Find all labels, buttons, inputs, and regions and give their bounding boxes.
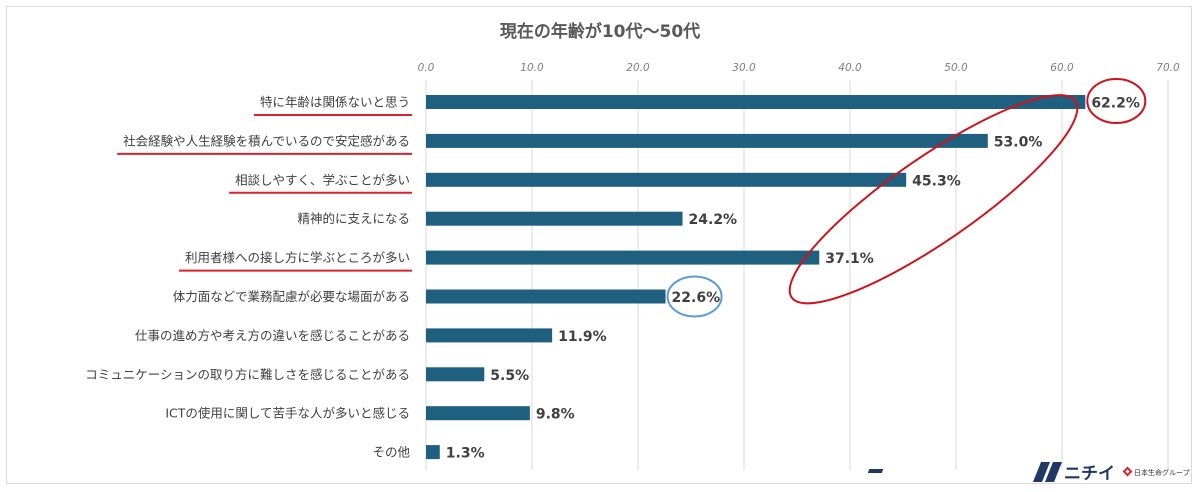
value-label: 22.6%: [672, 290, 721, 306]
logo-group-text: 日本生命グループ: [1134, 468, 1190, 477]
bar: [426, 172, 907, 187]
category-label: 仕事の進め方や考え方の違いを感じることがある: [135, 328, 410, 343]
x-tick-label: 70.0: [1156, 62, 1180, 74]
x-tick-label: 0.0: [418, 62, 435, 74]
category-label: 利用者様への接し方に学ぶところが多い: [185, 250, 410, 265]
highlight-circle-red: [1086, 78, 1147, 124]
category-label: ICTの使用に関して苦手な人が多いと感じる: [165, 406, 410, 421]
x-tick-label: 60.0: [1050, 62, 1074, 74]
x-tick-label: 20.0: [626, 62, 650, 74]
highlight-ellipse-red: [788, 94, 1079, 305]
bar-layer: [426, 95, 1086, 460]
bar: [426, 367, 485, 382]
x-tick-label: 30.0: [732, 62, 756, 74]
bar: [426, 250, 820, 265]
category-label: コミュニケーションの取り方に難しさを感じることがある: [85, 367, 410, 382]
category-label: 精神的に支えになる: [297, 211, 410, 226]
category-label: 相談しやすく、学ぶことが多い: [235, 172, 410, 187]
x-tick-label: 50.0: [944, 62, 968, 74]
x-tick-label: 10.0: [520, 62, 544, 74]
value-label: 37.1%: [825, 251, 874, 267]
bar: [426, 133, 988, 148]
value-label: 62.2%: [1091, 96, 1140, 112]
category-label: 特に年齢は関係ないと思う: [260, 95, 410, 110]
brand-logo: ニチイ 日本生命グループ: [867, 462, 1190, 484]
value-label: 9.8%: [536, 407, 575, 423]
value-label: 5.5%: [490, 368, 529, 384]
nippon-life-mark-icon: [1122, 466, 1133, 477]
chart-title: 現在の年齢が10代～50代: [500, 21, 700, 42]
bar: [426, 211, 683, 226]
category-label: 社会経験や人生経験を積んでいるので安定感がある: [123, 133, 410, 148]
value-label: 53.0%: [994, 134, 1043, 150]
category-label: 体力面などで業務配慮が必要な場面がある: [173, 289, 410, 304]
bar: [426, 95, 1086, 109]
x-tick-label: 40.0: [838, 62, 862, 74]
bar: [426, 328, 553, 343]
value-label: 24.2%: [689, 212, 738, 228]
value-label: 1.3%: [446, 446, 485, 462]
chart-frame: [6, 6, 1192, 484]
highlight-layer: [666, 78, 1147, 318]
bar: [426, 406, 530, 421]
highlight-circle-blue: [666, 275, 723, 318]
nichii-logo-mark-icon: [867, 462, 1062, 482]
category-label: その他: [372, 445, 410, 460]
value-label: 45.3%: [912, 173, 961, 189]
bar: [426, 289, 666, 304]
bar: [426, 445, 440, 460]
label-layer: 特に年齢は関係ないと思う 62.2% 社会経験や人生経験を積んでいるので安定感がある…: [85, 95, 1140, 462]
value-label: 11.9%: [558, 329, 607, 345]
logo-brand-text: ニチイ: [1064, 464, 1115, 484]
